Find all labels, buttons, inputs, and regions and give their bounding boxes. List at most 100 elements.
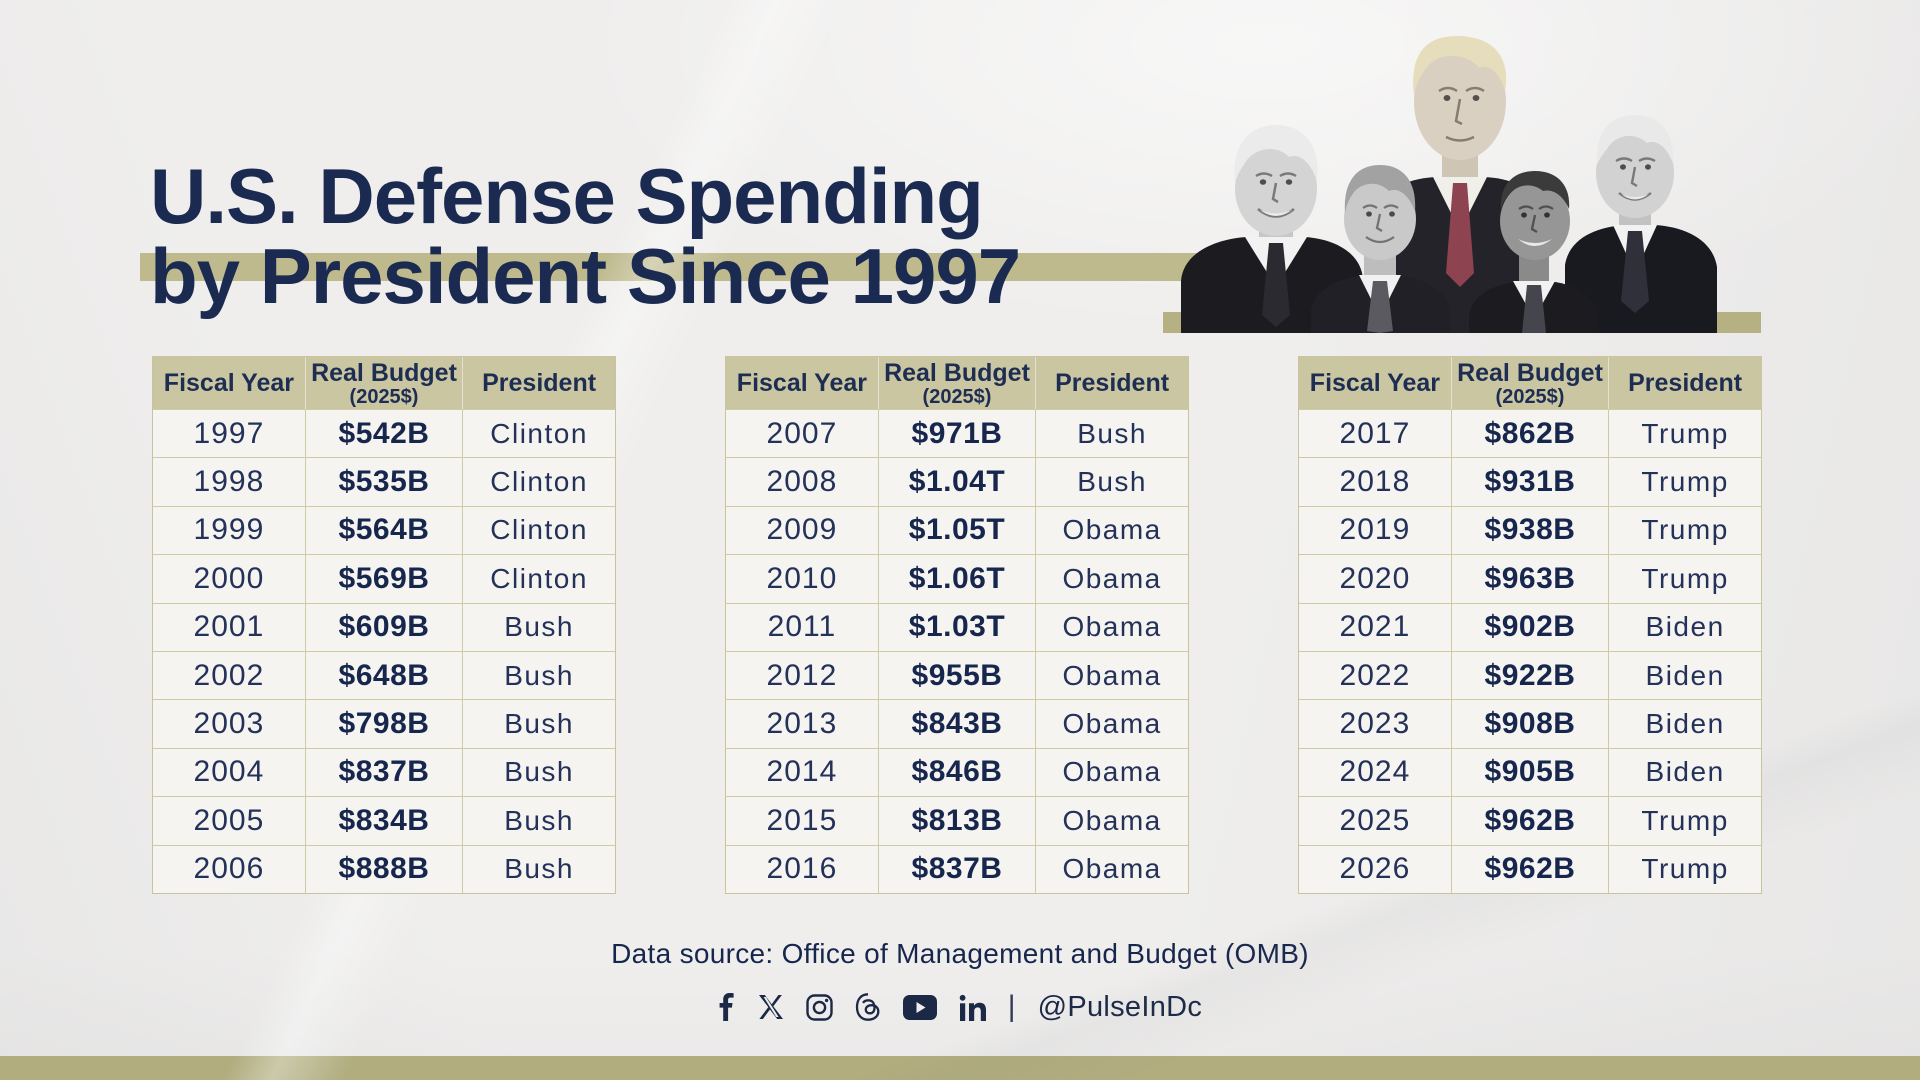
instagram-icon [806,993,833,1021]
x-icon [758,994,784,1020]
bush-portrait [1311,165,1451,333]
table-cell-budget: $837B [877,845,1035,893]
table-cell-president: Trump [1608,555,1761,603]
header-real-budget: Real Budget (2025$) [304,357,462,409]
table-cell-president: Trump [1608,845,1761,893]
table-row: 2017 $862B Trump [1299,409,1761,458]
table-cell-year: 2014 [766,755,838,789]
table-cell-year: 2022 [1339,658,1411,692]
header-real-budget-line2: (2025$) [349,385,419,408]
table-row: 2024 $905B Biden [1299,747,1761,797]
table-cell-president: Biden [1608,603,1761,651]
table-cell-year: 2017 [1339,416,1411,450]
table-row: 2005 $834B Bush [153,796,615,845]
table-cell-president: Obama [1035,797,1188,845]
header-real-budget: Real Budget (2025$) [1450,357,1608,409]
table-cell-budget: $962B [1450,797,1608,845]
table-cell-president: Obama [1035,748,1188,797]
table-row: 2019 $938B Trump [1299,505,1761,555]
table-cell-budget: $963B [1450,555,1608,603]
table-cell-year: 2000 [193,561,265,595]
presidents-photo-group [1163,33,1763,333]
table-row: 2026 $962B Trump [1299,844,1761,893]
header-president: President [1608,357,1761,409]
table-cell-budget: $888B [304,845,462,893]
youtube-icon [902,994,937,1020]
table-cell-budget: $931B [1450,458,1608,506]
table-cell-budget: $813B [877,797,1035,845]
table-row: 2025 $962B Trump [1299,796,1761,845]
header-fiscal-year: Fiscal Year [736,368,867,397]
table-cell-president: Biden [1608,700,1761,748]
linkedin-icon [959,994,986,1021]
title-highlight-band [140,253,1232,281]
table-cell-year: 2003 [193,707,265,741]
page-title-line1: U.S. Defense Spending [150,152,984,240]
table-cell-year: 2021 [1339,610,1411,644]
table-header: Fiscal Year Real Budget (2025$) Presiden… [153,357,615,409]
table-row: 2010 $1.06T Obama [726,554,1188,603]
page-title: U.S. Defense Spending by President Since… [150,152,1021,320]
page-title-line2: by President Since 1997 [150,232,1021,320]
table-cell-year: 2012 [766,658,838,692]
header-real-budget-line2: (2025$) [922,385,992,408]
header-real-budget-line1: Real Budget [311,358,457,387]
table-cell-president: Obama [1035,700,1188,748]
table-row: 2006 $888B Bush [153,844,615,893]
social-row: | @PulseInDc [0,990,1920,1024]
table-cell-budget: $971B [877,410,1035,458]
table-cell-budget: $609B [304,603,462,651]
table-cell-budget: $908B [1450,700,1608,748]
table-cell-budget: $902B [1450,603,1608,651]
table-cell-president: Trump [1608,797,1761,845]
table-cell-budget: $1.06T [877,555,1035,603]
table-cell-budget: $837B [304,748,462,797]
table-cell-budget: $648B [304,651,462,700]
table-cell-budget: $798B [304,700,462,748]
table-cell-budget: $922B [1450,651,1608,700]
table-cell-year: 2002 [193,658,265,692]
table-cell-budget: $834B [304,797,462,845]
table-body: 2017 $862B Trump 2018 $931B Trump 2019 $938B Tru… [1299,409,1761,893]
header-real-budget-line1: Real Budget [884,358,1030,387]
table-row: 2020 $963B Trump [1299,554,1761,603]
table-cell-president: Bush [462,603,615,651]
social-handle: @PulseInDc [1037,990,1203,1023]
spending-table-1997-2006: Fiscal Year Real Budget (2025$) Presiden… [152,356,616,894]
table-row: 2011 $1.03T Obama [726,602,1188,651]
table-row: 2007 $971B Bush [726,409,1188,458]
table-cell-year: 1997 [193,416,265,450]
table-cell-president: Bush [1035,410,1188,458]
table-cell-president: Obama [1035,651,1188,700]
table-cell-budget: $1.03T [877,603,1035,651]
spending-table-2017-2026: Fiscal Year Real Budget (2025$) Presiden… [1298,356,1762,894]
table-cell-budget: $535B [304,458,462,506]
table-body: 1997 $542B Clinton 1998 $535B Clinton 1999 $564… [153,409,615,893]
table-cell-president: Bush [1035,458,1188,506]
tables-row: Fiscal Year Real Budget (2025$) Presiden… [152,356,1762,894]
table-row: 2016 $837B Obama [726,844,1188,893]
table-cell-budget: $962B [1450,845,1608,893]
table-cell-year: 2001 [193,610,265,644]
table-cell-budget: $843B [877,700,1035,748]
table-cell-year: 2011 [767,610,837,644]
table-row: 2022 $922B Biden [1299,650,1761,700]
table-cell-budget: $564B [304,506,462,555]
table-row: 2003 $798B Bush [153,699,615,748]
table-cell-year: 2020 [1339,561,1411,595]
table-cell-president: Obama [1035,506,1188,555]
table-body: 2007 $971B Bush 2008 $1.04T Bush 2009 $1.05T Oba… [726,409,1188,893]
table-cell-president: Bush [462,845,615,893]
table-cell-president: Bush [462,651,615,700]
table-cell-budget: $542B [304,410,462,458]
table-cell-budget: $1.04T [877,458,1035,506]
table-cell-president: Trump [1608,410,1761,458]
table-cell-president: Biden [1608,651,1761,700]
table-row: 2018 $931B Trump [1299,457,1761,506]
table-cell-year: 2005 [193,803,265,837]
table-cell-year: 2023 [1339,707,1411,741]
header-president: President [462,357,615,409]
table-cell-president: Obama [1035,845,1188,893]
bottom-accent-strip [0,1056,1920,1080]
table-row: 1998 $535B Clinton [153,457,615,506]
